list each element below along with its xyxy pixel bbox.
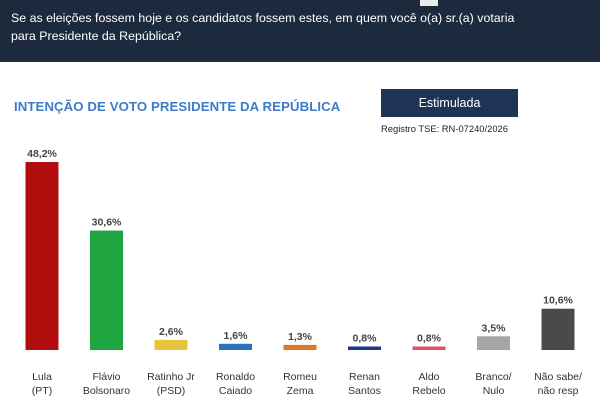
bar-value-label-1: 30,6% xyxy=(92,217,122,229)
bar-3 xyxy=(219,343,252,350)
bar-5 xyxy=(348,346,381,350)
category-label-5-line-1: Santos xyxy=(348,385,381,397)
category-label-1-line-0: Flávio xyxy=(92,371,120,383)
category-label-6-line-0: Aldo xyxy=(418,371,439,383)
question-header: Se as eleições fossem hoje e os candidat… xyxy=(0,0,600,62)
bar-value-label-2: 2,6% xyxy=(159,326,184,338)
bar-1 xyxy=(90,230,123,350)
tse-registration: Registro TSE: RN-07240/2026 xyxy=(381,123,508,134)
bar-value-label-7: 3,5% xyxy=(482,322,507,334)
bar-8 xyxy=(541,308,575,350)
bar-value-label-4: 1,3% xyxy=(288,331,313,343)
category-label-7-line-1: Nulo xyxy=(483,385,505,397)
bar-value-label-3: 1,6% xyxy=(224,330,249,342)
question-line-1: Se as eleições fossem hoje e os candidat… xyxy=(11,11,515,25)
category-label-4-line-0: Romeu xyxy=(283,371,317,383)
category-label-3-line-1: Caiado xyxy=(219,385,252,397)
category-label-5-line-0: Renan xyxy=(349,371,380,383)
bar-2 xyxy=(154,339,188,350)
bar-value-label-8: 10,6% xyxy=(543,295,573,307)
bar-0 xyxy=(25,162,59,350)
category-label-3-line-0: Ronaldo xyxy=(216,371,255,383)
bar-value-label-0: 48,2% xyxy=(27,148,57,160)
bar-value-label-5: 0,8% xyxy=(353,333,378,345)
stimulated-badge: Estimulada xyxy=(381,89,518,117)
category-label-2-line-1: (PSD) xyxy=(157,385,186,397)
category-label-0-line-0: Lula xyxy=(32,371,52,383)
category-label-7-line-0: Branco/ xyxy=(475,371,511,383)
category-label-2-line-0: Ratinho Jr xyxy=(147,371,195,383)
bars-layer: 48,2% Lula (PT) 30,6% Flávio Bolsonaro 2,6% Rat… xyxy=(25,148,582,397)
header-tab-marker xyxy=(420,0,438,6)
category-label-4-line-1: Zema xyxy=(287,385,314,397)
category-label-0-line-1: (PT) xyxy=(32,385,52,397)
bar-6 xyxy=(412,346,446,350)
question-text: Se as eleições fossem hoje e os candidat… xyxy=(11,9,591,45)
bar-value-label-6: 0,8% xyxy=(417,333,442,345)
bar-4 xyxy=(283,344,317,350)
chart-subtitle: INTENÇÃO DE VOTO PRESIDENTE DA REPÚBLICA xyxy=(14,99,341,114)
category-label-1-line-1: Bolsonaro xyxy=(83,385,130,397)
category-label-8-line-0: Não sabe/ xyxy=(534,371,582,383)
question-line-2: para Presidente da República? xyxy=(11,29,182,43)
bar-7 xyxy=(477,336,510,350)
category-label-6-line-1: Rebelo xyxy=(412,385,445,397)
category-label-8-line-1: não resp xyxy=(538,385,579,397)
